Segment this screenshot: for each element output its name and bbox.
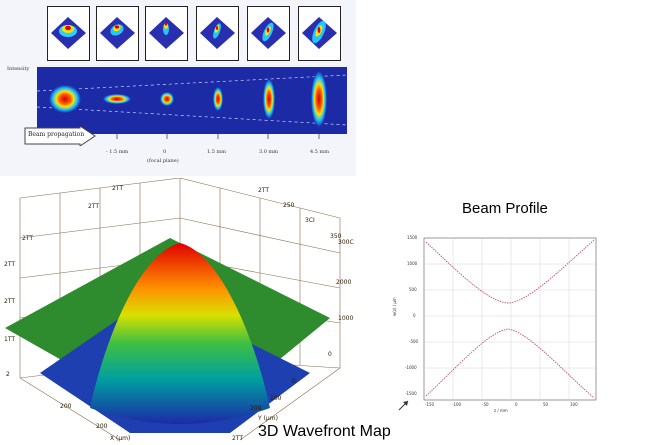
beam-thumbnail-4: [196, 6, 239, 61]
profile-ytick-1: 1500: [407, 235, 418, 240]
svg-text:2TT: 2TT: [22, 235, 33, 242]
beam-thumbnail-3: [145, 6, 188, 61]
svg-text:Y (µm): Y (µm): [257, 415, 278, 422]
beam-profile-title: Beam Profile: [462, 200, 548, 217]
profile-ylabel: w(z) / µm: [392, 297, 397, 316]
profile-xtick-5: 50: [543, 402, 549, 407]
svg-text:200: 200: [96, 423, 108, 430]
svg-text:X (µm): X (µm): [110, 435, 130, 442]
position-label-3: 1.5 mm: [207, 149, 227, 155]
svg-text:2TT: 2TT: [232, 435, 243, 442]
svg-text:1TT: 1TT: [4, 336, 15, 343]
propagation-arrow-icon: [24, 126, 96, 146]
beam-thumbnail-5: [247, 6, 290, 61]
position-label-1: - 1.5 mm: [106, 149, 129, 155]
propagation-label: Beam propagation: [28, 131, 85, 138]
profile-xtick-1: -150: [425, 402, 435, 407]
svg-text:2000: 2000: [336, 279, 351, 286]
svg-text:300C: 300C: [338, 239, 354, 246]
profile-ytick-2: 1000: [407, 261, 418, 266]
focal-plane-label: (focal plane): [147, 158, 179, 164]
position-label-4: 3.0 mm: [259, 149, 279, 155]
svg-text:0: 0: [292, 378, 296, 385]
svg-text:250: 250: [283, 202, 295, 209]
zoom-arrow-icon: [398, 400, 409, 411]
svg-text:0: 0: [328, 351, 332, 358]
svg-text:1000: 1000: [338, 315, 353, 322]
beam-thumbnail-6: [298, 6, 341, 61]
profile-xtick-2: -100: [452, 402, 462, 407]
beam-profile-chart: [423, 237, 597, 401]
beam-propagation-panel: Intensity Beam propagation: [0, 0, 356, 176]
profile-ytick-6: -1000: [405, 365, 417, 370]
svg-text:2TT: 2TT: [258, 187, 269, 194]
wavefront-panel: 2TT 2TT 2TT 2TT 2TT 1TT 2 2TT 250 3CI 350 300C …: [0, 178, 640, 445]
position-ticks: [116, 133, 320, 139]
svg-text:2TT: 2TT: [112, 185, 123, 192]
svg-text:350: 350: [330, 233, 342, 240]
svg-text:200: 200: [250, 405, 262, 412]
profile-ytick-3: 500: [409, 287, 417, 292]
beam-thumbnail-1: [47, 6, 90, 61]
svg-text:2TT: 2TT: [4, 261, 15, 268]
profile-ytick-4: 0: [413, 313, 416, 318]
wavefront-caption: 3D Wavefront Map: [258, 423, 391, 440]
svg-text:200: 200: [60, 403, 72, 410]
position-label-5: 4.5 mm: [310, 149, 330, 155]
intensity-label: Intensity: [7, 66, 30, 72]
profile-ytick-7: -1500: [405, 391, 417, 396]
beam-intensity-strip: [36, 67, 348, 134]
profile-xtick-3: -50: [482, 402, 489, 407]
position-label-2: 0: [163, 149, 167, 155]
profile-xtick-6: 100: [570, 402, 578, 407]
profile-ytick-5: -500: [409, 339, 419, 344]
svg-text:2TT: 2TT: [4, 298, 15, 305]
profile-xlabel: z / mm: [494, 408, 508, 413]
profile-xtick-4: 0: [515, 402, 518, 407]
svg-text:100: 100: [270, 395, 282, 402]
beam-thumbnail-2: [96, 6, 139, 61]
svg-text:3CI: 3CI: [305, 217, 315, 224]
svg-text:2: 2: [6, 371, 10, 378]
svg-text:2TT: 2TT: [88, 203, 99, 210]
